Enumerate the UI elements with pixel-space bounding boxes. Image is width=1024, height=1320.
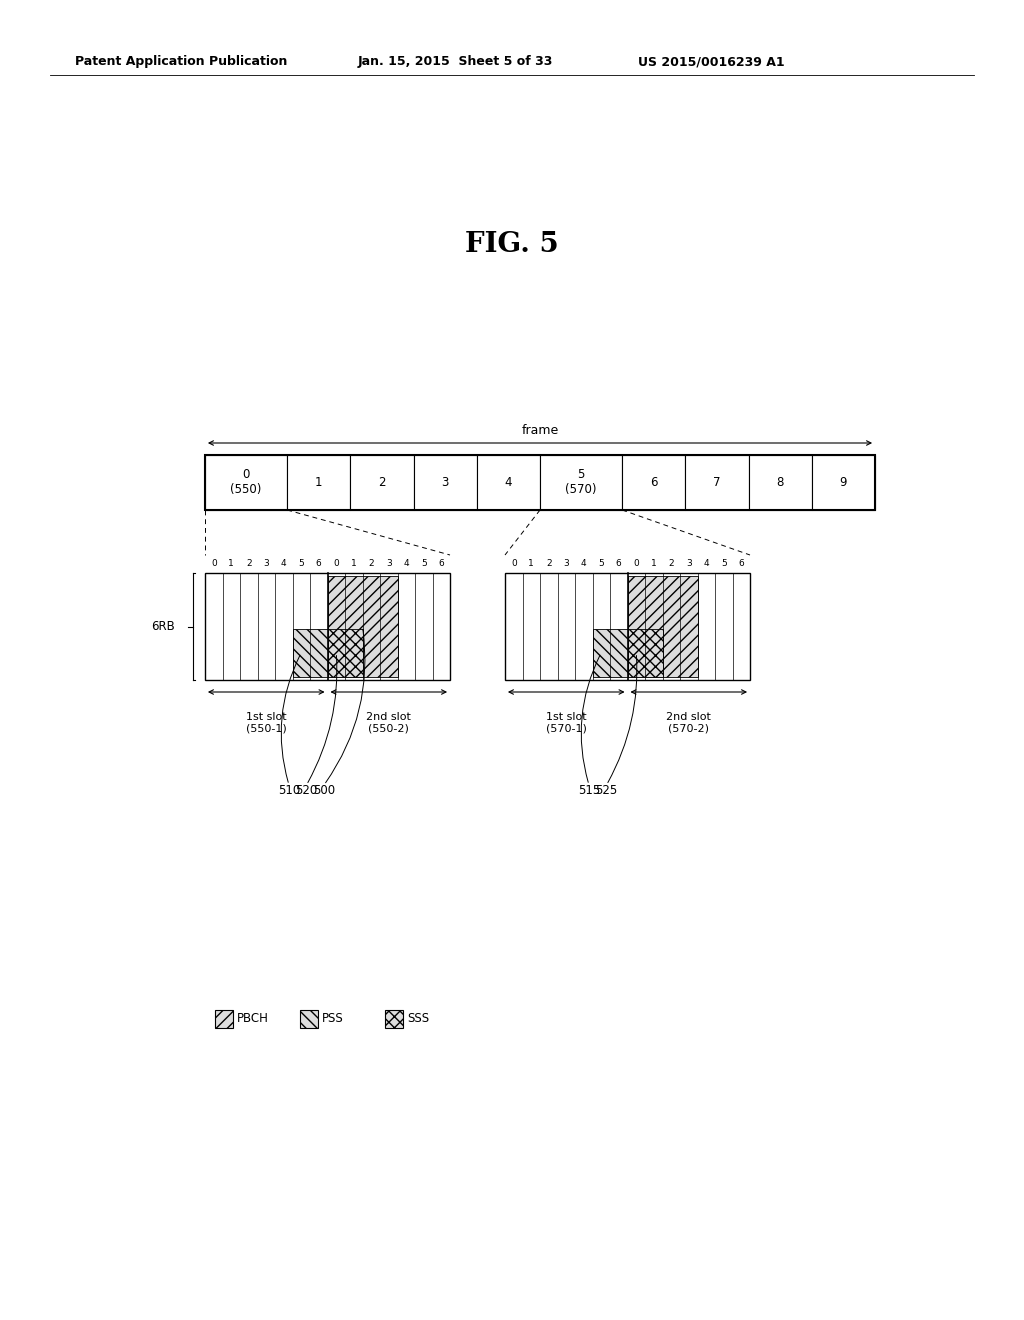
Text: 0
(550): 0 (550)	[230, 469, 262, 496]
Bar	[385, 1010, 403, 1028]
Text: 1: 1	[228, 560, 234, 569]
Text: 3: 3	[263, 560, 269, 569]
Text: 0: 0	[511, 560, 517, 569]
Text: 3: 3	[386, 560, 391, 569]
Text: 1: 1	[315, 477, 323, 488]
Text: FIG. 5: FIG. 5	[465, 231, 559, 259]
Text: 5: 5	[721, 560, 727, 569]
Text: 4: 4	[281, 560, 287, 569]
Text: 1: 1	[528, 560, 535, 569]
Bar	[623, 455, 685, 510]
Bar	[685, 455, 749, 510]
Text: Patent Application Publication: Patent Application Publication	[75, 55, 288, 69]
Bar	[205, 455, 874, 510]
Bar	[300, 1010, 318, 1028]
Text: 4: 4	[505, 477, 512, 488]
Text: 8: 8	[776, 477, 784, 488]
Text: 4: 4	[581, 560, 587, 569]
Bar	[628, 628, 663, 677]
Text: 500: 500	[313, 784, 335, 796]
Bar	[477, 455, 540, 510]
Bar	[812, 455, 874, 510]
Bar	[215, 1010, 233, 1028]
Text: 4: 4	[403, 560, 409, 569]
Text: 5
(570): 5 (570)	[565, 469, 597, 496]
Text: 0: 0	[634, 560, 639, 569]
Text: 6: 6	[650, 477, 657, 488]
Text: 1st slot
(570-1): 1st slot (570-1)	[546, 711, 587, 734]
Text: 2: 2	[246, 560, 252, 569]
Text: 2: 2	[669, 560, 674, 569]
Text: 2nd slot
(550-2): 2nd slot (550-2)	[367, 711, 412, 734]
Text: 3: 3	[563, 560, 569, 569]
Text: frame: frame	[521, 424, 559, 437]
Text: 6: 6	[315, 560, 322, 569]
Text: 6: 6	[738, 560, 744, 569]
Text: 5: 5	[598, 560, 604, 569]
Text: 0: 0	[211, 560, 217, 569]
Text: SSS: SSS	[407, 1012, 429, 1026]
Text: 510: 510	[278, 784, 300, 796]
Bar	[328, 576, 397, 677]
Bar	[628, 576, 697, 677]
Bar	[505, 573, 750, 680]
Text: 525: 525	[595, 784, 617, 796]
Text: 3: 3	[686, 560, 691, 569]
Bar	[749, 455, 812, 510]
Text: PSS: PSS	[322, 1012, 344, 1026]
Bar	[593, 628, 628, 677]
Text: 4: 4	[703, 560, 709, 569]
Bar	[205, 455, 287, 510]
Bar	[205, 573, 450, 680]
Text: 1: 1	[351, 560, 356, 569]
Text: 5: 5	[298, 560, 304, 569]
Text: 515: 515	[578, 784, 600, 796]
Text: 9: 9	[840, 477, 847, 488]
Text: 2: 2	[378, 477, 386, 488]
Text: US 2015/0016239 A1: US 2015/0016239 A1	[638, 55, 784, 69]
Text: Jan. 15, 2015  Sheet 5 of 33: Jan. 15, 2015 Sheet 5 of 33	[358, 55, 553, 69]
Text: 3: 3	[441, 477, 449, 488]
Text: 6: 6	[438, 560, 444, 569]
Text: 7: 7	[714, 477, 721, 488]
Bar	[414, 455, 477, 510]
Text: 1st slot
(550-1): 1st slot (550-1)	[246, 711, 287, 734]
Text: PBCH: PBCH	[237, 1012, 269, 1026]
Text: 520: 520	[295, 784, 317, 796]
Text: 6: 6	[615, 560, 622, 569]
Bar	[350, 455, 414, 510]
Text: 6RB: 6RB	[152, 620, 175, 634]
Bar	[287, 455, 350, 510]
Bar	[293, 628, 328, 677]
Text: 0: 0	[334, 560, 339, 569]
Text: 2: 2	[546, 560, 552, 569]
Text: 2: 2	[369, 560, 374, 569]
Bar	[540, 455, 623, 510]
Text: 1: 1	[651, 560, 656, 569]
Text: 2nd slot
(570-2): 2nd slot (570-2)	[667, 711, 712, 734]
Text: 5: 5	[421, 560, 427, 569]
Bar	[328, 628, 362, 677]
